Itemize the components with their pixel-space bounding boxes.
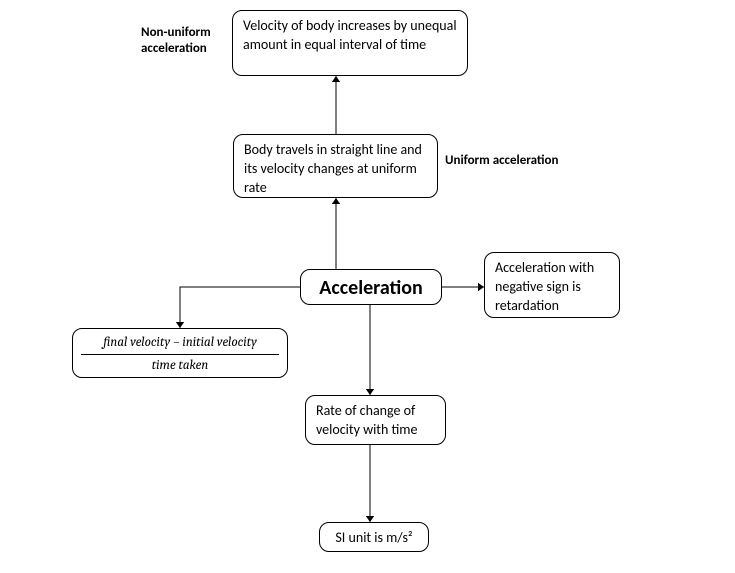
label-text: Uniform acceleration xyxy=(445,153,558,168)
node-text: Velocity of body increases by unequal am… xyxy=(243,17,457,53)
node-text: SI unit is m/s² xyxy=(335,529,412,546)
node-acceleration-title: Acceleration xyxy=(300,269,442,305)
node-text: Rate of change of velocity with time xyxy=(316,402,417,438)
node-si-unit: SI unit is m/s² xyxy=(319,522,429,552)
node-text: Acceleration with negative sign is retar… xyxy=(495,259,594,314)
node-nonuniform-description: Velocity of body increases by unequal am… xyxy=(232,10,468,76)
formula-denominator: time taken xyxy=(81,355,279,375)
node-definition: Rate of change of velocity with time xyxy=(305,395,446,445)
label-text: Non-uniform acceleration xyxy=(141,25,211,56)
label-nonuniform-acceleration: Non-uniform acceleration xyxy=(141,25,227,58)
node-text: Body travels in straight line and its ve… xyxy=(244,141,422,196)
node-formula: final velocity − initial velocity time t… xyxy=(72,328,288,378)
label-uniform-acceleration: Uniform acceleration xyxy=(445,153,595,169)
formula-numerator: final velocity − initial velocity xyxy=(81,334,279,355)
node-text: Acceleration xyxy=(319,276,422,300)
node-retardation: Acceleration with negative sign is retar… xyxy=(484,252,620,318)
node-uniform-description: Body travels in straight line and its ve… xyxy=(233,134,438,198)
